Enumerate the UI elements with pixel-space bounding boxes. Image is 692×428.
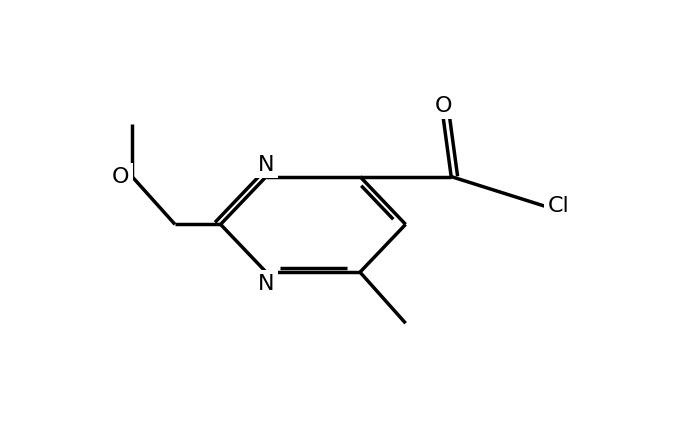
Text: N: N xyxy=(258,155,275,175)
Text: N: N xyxy=(258,274,275,294)
Text: Cl: Cl xyxy=(548,196,570,216)
Text: Cl: Cl xyxy=(548,196,570,216)
Text: O: O xyxy=(435,95,452,116)
Text: N: N xyxy=(258,155,275,175)
Text: N: N xyxy=(258,274,275,294)
Text: O: O xyxy=(112,166,129,187)
Text: O: O xyxy=(112,166,129,187)
Text: O: O xyxy=(435,95,452,116)
